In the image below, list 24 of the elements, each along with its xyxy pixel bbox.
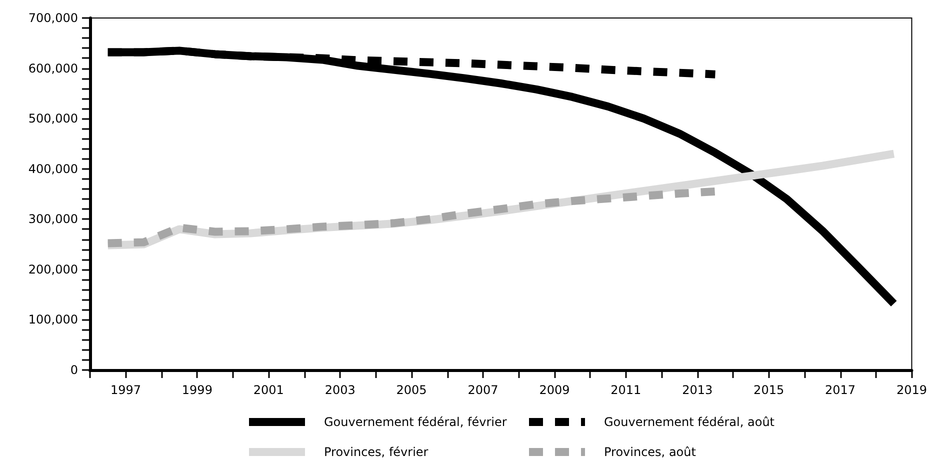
y-tick-label: 0 xyxy=(70,363,78,377)
y-tick-label: 500,000 xyxy=(28,112,78,126)
y-tick-label: 700,000 xyxy=(28,11,78,25)
legend-label: Gouvernement fédéral, août xyxy=(604,415,775,429)
x-tick-label: 2011 xyxy=(610,383,642,397)
x-tick-label: 2007 xyxy=(468,383,498,397)
x-tick-label: 2013 xyxy=(682,383,713,397)
x-tick-label: 2019 xyxy=(896,383,928,397)
y-tick-label: 100,000 xyxy=(28,312,78,327)
legend-label: Provinces, août xyxy=(604,445,696,459)
x-tick-label: 1999 xyxy=(182,383,212,397)
y-tick-label: 400,000 xyxy=(28,162,78,176)
y-tick-label: 200,000 xyxy=(28,262,78,276)
x-tick-label: 1997 xyxy=(110,383,141,397)
x-tick-label: 2005 xyxy=(396,383,427,397)
x-tick-label: 2017 xyxy=(825,383,856,397)
y-tick-label: 300,000 xyxy=(28,212,78,226)
x-tick-label: 2001 xyxy=(253,383,284,397)
legend-label: Provinces, février xyxy=(324,445,428,459)
y-tick-label: 600,000 xyxy=(28,61,78,76)
legend-label: Gouvernement fédéral, février xyxy=(324,415,507,429)
x-tick-label: 2015 xyxy=(754,383,784,397)
x-tick-label: 2009 xyxy=(539,383,570,397)
x-tick-label: 2003 xyxy=(324,383,356,397)
